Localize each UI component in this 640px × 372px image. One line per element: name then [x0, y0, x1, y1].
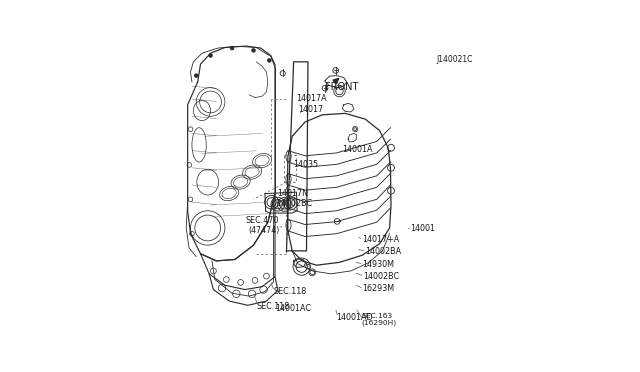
Text: 14017: 14017 — [298, 105, 323, 113]
Text: 14017+A: 14017+A — [362, 235, 399, 244]
Circle shape — [209, 54, 212, 58]
Circle shape — [194, 74, 198, 78]
Text: SEC.118: SEC.118 — [257, 302, 290, 311]
Text: 14930M: 14930M — [362, 260, 394, 269]
Text: 14002BC: 14002BC — [276, 199, 312, 208]
Text: SEC.118: SEC.118 — [273, 287, 307, 296]
Circle shape — [230, 46, 234, 50]
Text: SEC.470
(47474): SEC.470 (47474) — [246, 216, 279, 235]
Text: 14017N: 14017N — [277, 189, 308, 198]
Text: SEC.163
(16290H): SEC.163 (16290H) — [362, 313, 397, 326]
Text: 14002BC: 14002BC — [363, 272, 399, 280]
Text: 16293M: 16293M — [362, 284, 394, 293]
Text: 14001AC: 14001AC — [275, 304, 311, 312]
Text: FRONT: FRONT — [324, 82, 358, 92]
Text: 14035: 14035 — [293, 160, 318, 169]
Text: 14017A: 14017A — [296, 94, 326, 103]
Circle shape — [252, 48, 255, 52]
Text: 14002BA: 14002BA — [365, 247, 401, 256]
Circle shape — [268, 58, 271, 62]
Text: 14001AD: 14001AD — [337, 313, 373, 322]
Text: 14001A: 14001A — [342, 145, 373, 154]
Text: 14001: 14001 — [410, 224, 435, 233]
Text: J140021C: J140021C — [437, 55, 473, 64]
